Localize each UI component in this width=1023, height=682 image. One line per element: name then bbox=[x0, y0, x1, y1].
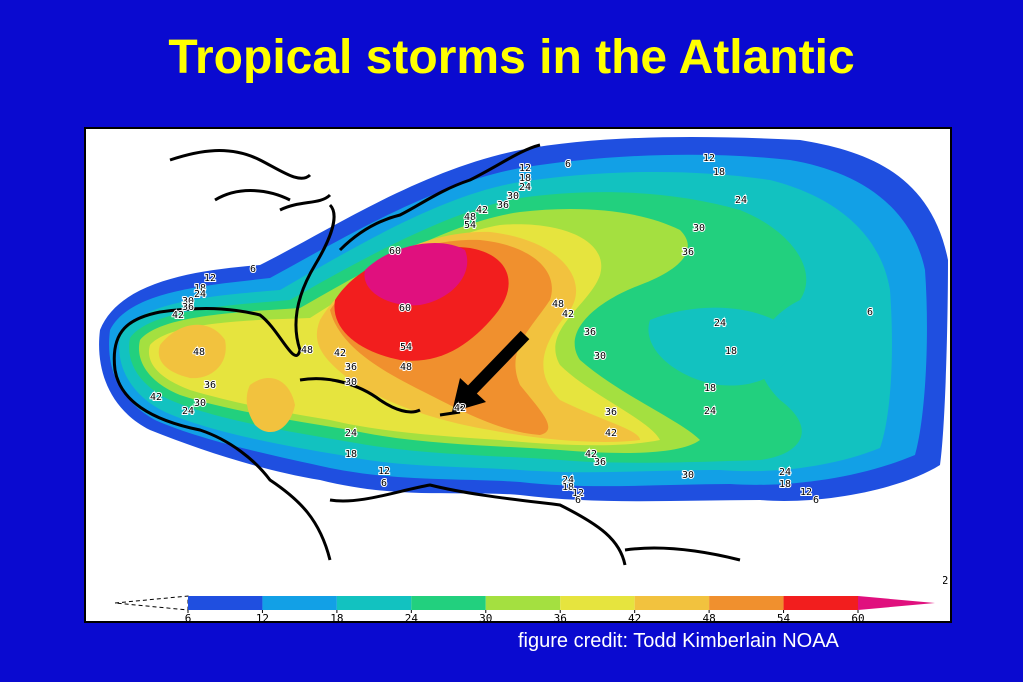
contour-label: 18 bbox=[519, 173, 531, 184]
contour-label: 6 bbox=[381, 478, 387, 489]
colorbar-segment bbox=[709, 596, 784, 610]
colorbar-tick-label: 24 bbox=[405, 612, 419, 625]
colorbar-tick-label: 54 bbox=[777, 612, 791, 625]
contour-label: 6 bbox=[575, 495, 581, 506]
contour-label: 18 bbox=[704, 383, 716, 394]
contour-label: 12 bbox=[204, 273, 216, 284]
colorbar-segment bbox=[634, 596, 710, 610]
colorbar-segment bbox=[783, 596, 858, 610]
contour-label: 60 bbox=[399, 303, 411, 314]
contour-label: 24 bbox=[704, 406, 716, 417]
contour-label: 48 bbox=[552, 299, 564, 310]
contour-label: 24 bbox=[519, 182, 531, 193]
colorbar-segment bbox=[188, 596, 263, 610]
contour-label: 36 bbox=[605, 407, 617, 418]
contour-label: 48 bbox=[464, 212, 476, 223]
contour-label: 42 bbox=[172, 310, 184, 321]
colorbar-tick-label: 18 bbox=[330, 612, 343, 625]
contour-label: 30 bbox=[682, 470, 694, 481]
contour-label: 12 bbox=[378, 466, 390, 477]
contour-label: 18 bbox=[725, 346, 737, 357]
contour-label: 36 bbox=[584, 327, 596, 338]
contour-label: 24 bbox=[182, 406, 194, 417]
colorbar-segment bbox=[560, 596, 635, 610]
contour-label: 30 bbox=[194, 398, 206, 409]
colorbar-high-extension bbox=[858, 596, 935, 610]
contour-label: 60 bbox=[389, 246, 401, 257]
contour-label: 18 bbox=[713, 167, 725, 178]
colorbar-tick-label: 36 bbox=[554, 612, 567, 625]
contour-label: 48 bbox=[193, 347, 205, 358]
slide-title: Tropical storms in the Atlantic bbox=[168, 31, 855, 84]
contour-label: 30 bbox=[594, 351, 606, 362]
longitude-label: 2 bbox=[942, 574, 949, 587]
contour-label: 42 bbox=[150, 392, 162, 403]
contour-label: 24 bbox=[779, 467, 791, 478]
contour-label: 24 bbox=[562, 475, 574, 486]
contour-label: 18 bbox=[194, 283, 206, 294]
contour-label: 54 bbox=[464, 220, 476, 231]
contour-label: 24 bbox=[714, 318, 726, 329]
contour-label: 18 bbox=[345, 449, 357, 460]
contour-label: 12 bbox=[572, 488, 584, 499]
contour-label: 6 bbox=[867, 307, 873, 318]
contour-label: 36 bbox=[182, 302, 194, 313]
colorbar-tick-label: 60 bbox=[851, 612, 864, 625]
contour-label: 6 bbox=[250, 264, 256, 275]
colorbar-tick-label: 6 bbox=[185, 612, 192, 625]
colorbar-segment bbox=[336, 596, 412, 610]
contour-label: 24 bbox=[194, 289, 206, 300]
colorbar-tick-label: 12 bbox=[256, 612, 269, 625]
colorbar-tick-label: 30 bbox=[479, 612, 492, 625]
contour-label: 6 bbox=[565, 159, 571, 170]
contour-label: 24 bbox=[345, 428, 357, 439]
colorbar-tick-label: 48 bbox=[702, 612, 715, 625]
contour-label: 48 bbox=[301, 345, 313, 356]
contour-label: 18 bbox=[562, 482, 574, 493]
contour-label: 30 bbox=[345, 377, 357, 388]
contour-label: 42 bbox=[476, 205, 488, 216]
contour-label: 12 bbox=[800, 487, 812, 498]
arrow bbox=[452, 330, 530, 412]
contour-label: 6 bbox=[813, 495, 819, 506]
contour-label: 18 bbox=[779, 479, 791, 490]
intensity-field bbox=[99, 137, 949, 502]
contour-label: 36 bbox=[345, 362, 357, 373]
colorbar-segment bbox=[411, 596, 486, 610]
contour-label: 42 bbox=[605, 428, 617, 439]
contour-label: 48 bbox=[400, 362, 412, 373]
contour-label: 42 bbox=[454, 403, 466, 414]
contour-label: 42 bbox=[585, 449, 597, 460]
colorbar-segment bbox=[262, 596, 337, 610]
figure-credit: figure credit: Todd Kimberlain NOAA bbox=[518, 630, 839, 652]
contour-label: 30 bbox=[182, 296, 194, 307]
contour-label: 42 bbox=[334, 348, 346, 359]
contour-label: 36 bbox=[204, 380, 216, 391]
contour-label: 12 bbox=[703, 153, 715, 164]
contour-label: 12 bbox=[519, 163, 531, 174]
colorbar-tick-label: 42 bbox=[628, 612, 641, 625]
contour-label: 54 bbox=[400, 342, 412, 353]
contour-label: 30 bbox=[507, 191, 519, 202]
contour-label: 30 bbox=[693, 223, 705, 234]
contour-label: 36 bbox=[497, 200, 509, 211]
contour-label: 36 bbox=[682, 247, 694, 258]
contour-label: 36 bbox=[594, 457, 606, 468]
coastline bbox=[112, 143, 741, 566]
colorbar-segment bbox=[485, 596, 561, 610]
contour-label: 24 bbox=[735, 195, 747, 206]
contour-label: 42 bbox=[562, 309, 574, 320]
